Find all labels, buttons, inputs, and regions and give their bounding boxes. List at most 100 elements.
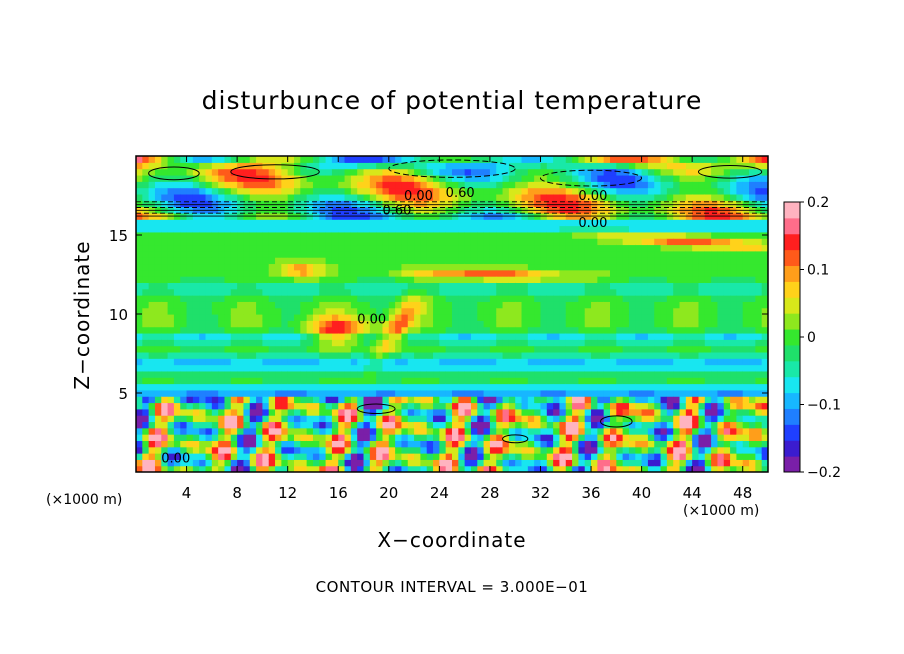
heatmap-cell [610,408,617,416]
heatmap-cell [654,314,662,321]
heatmap-cell [407,225,415,233]
heatmap-cell [224,383,232,391]
heatmap-cell [742,156,750,163]
heatmap-cell [723,295,731,302]
heatmap-cell [369,162,377,170]
heatmap-cell [527,263,535,271]
heatmap-cell [287,427,295,435]
heatmap-cell [572,257,579,265]
heatmap-cell [591,238,598,246]
heatmap-cell [515,434,523,441]
heatmap-cell [477,276,485,283]
heatmap-cell [692,351,700,359]
heatmap-cell [338,307,346,315]
heatmap-cell [597,219,605,227]
heatmap-cell [294,446,301,454]
heatmap-cell [527,465,535,472]
heatmap-cell [243,238,251,246]
heatmap-cell [445,459,453,467]
heatmap-cell [761,263,768,271]
heatmap-cell [249,269,257,277]
heatmap-cell [414,339,421,347]
heatmap-cell [306,250,314,258]
heatmap-cell [281,377,289,385]
heatmap-cell [534,370,542,378]
heatmap-cell [452,421,459,429]
heatmap-cell [136,370,143,378]
heatmap-cell [275,193,282,201]
heatmap-cell [350,193,358,201]
heatmap-cell [717,282,725,290]
heatmap-cell [736,193,744,201]
heatmap-cell [692,244,700,252]
heatmap-cell [610,174,617,182]
heatmap-cell [723,168,731,176]
heatmap-cell [622,231,630,239]
heatmap-cell [300,446,308,454]
heatmap-cell [559,174,567,182]
heatmap-cell [673,156,681,163]
heatmap-cell [294,440,301,448]
heatmap-cell [287,465,295,472]
heatmap-cell [319,162,327,170]
heatmap-cell [628,219,636,227]
heatmap-cell [464,326,472,334]
heatmap-cell [685,314,693,321]
heatmap-cell [256,364,263,372]
heatmap-cell [192,269,200,277]
heatmap-cell [414,156,421,163]
heatmap-cell [660,364,668,372]
heatmap-cell [382,282,390,290]
heatmap-cell [654,276,662,283]
heatmap-cell [521,427,529,435]
heatmap-cell [597,200,605,208]
heatmap-cell [350,383,358,391]
heatmap-cell [628,440,636,448]
heatmap-cell [496,244,504,252]
heatmap-cell [654,162,662,170]
heatmap-cell [331,200,339,208]
heatmap-cell [331,238,339,246]
heatmap-cell [136,263,143,271]
heatmap-cell [268,162,276,170]
heatmap-cell [452,257,459,265]
heatmap-cell [186,377,194,385]
heatmap-cell [161,434,169,441]
heatmap-cell [180,446,188,454]
heatmap-cell [154,301,162,309]
heatmap-cell [230,389,238,397]
heatmap-cell [136,326,143,334]
heatmap-cell [420,370,428,378]
heatmap-cell [749,434,756,441]
heatmap-cell [192,168,200,176]
heatmap-cell [161,219,169,227]
heatmap-cell [711,219,719,227]
heatmap-cell [357,193,365,201]
heatmap-cell [426,345,434,353]
heatmap-cell [508,263,516,271]
heatmap-cell [287,453,295,460]
heatmap-cell [363,288,371,296]
heatmap-cell [344,408,352,416]
heatmap-cell [376,263,384,271]
heatmap-cell [647,257,655,265]
heatmap-cell [218,326,226,334]
heatmap-cell [148,415,156,423]
heatmap-cell [420,219,428,227]
heatmap-cell [426,263,434,271]
heatmap-cell [350,231,358,239]
heatmap-cell [565,238,573,246]
heatmap-cell [205,415,213,423]
heatmap-cell [136,238,143,246]
heatmap-cell [591,377,598,385]
heatmap-cell [597,370,605,378]
heatmap-cell [723,307,731,315]
heatmap-cell [325,446,333,454]
heatmap-cell [388,156,396,163]
heatmap-cell [584,446,592,454]
heatmap-cell [660,219,668,227]
heatmap-cell [395,402,403,410]
heatmap-cell [218,402,226,410]
heatmap-cell [578,162,586,170]
